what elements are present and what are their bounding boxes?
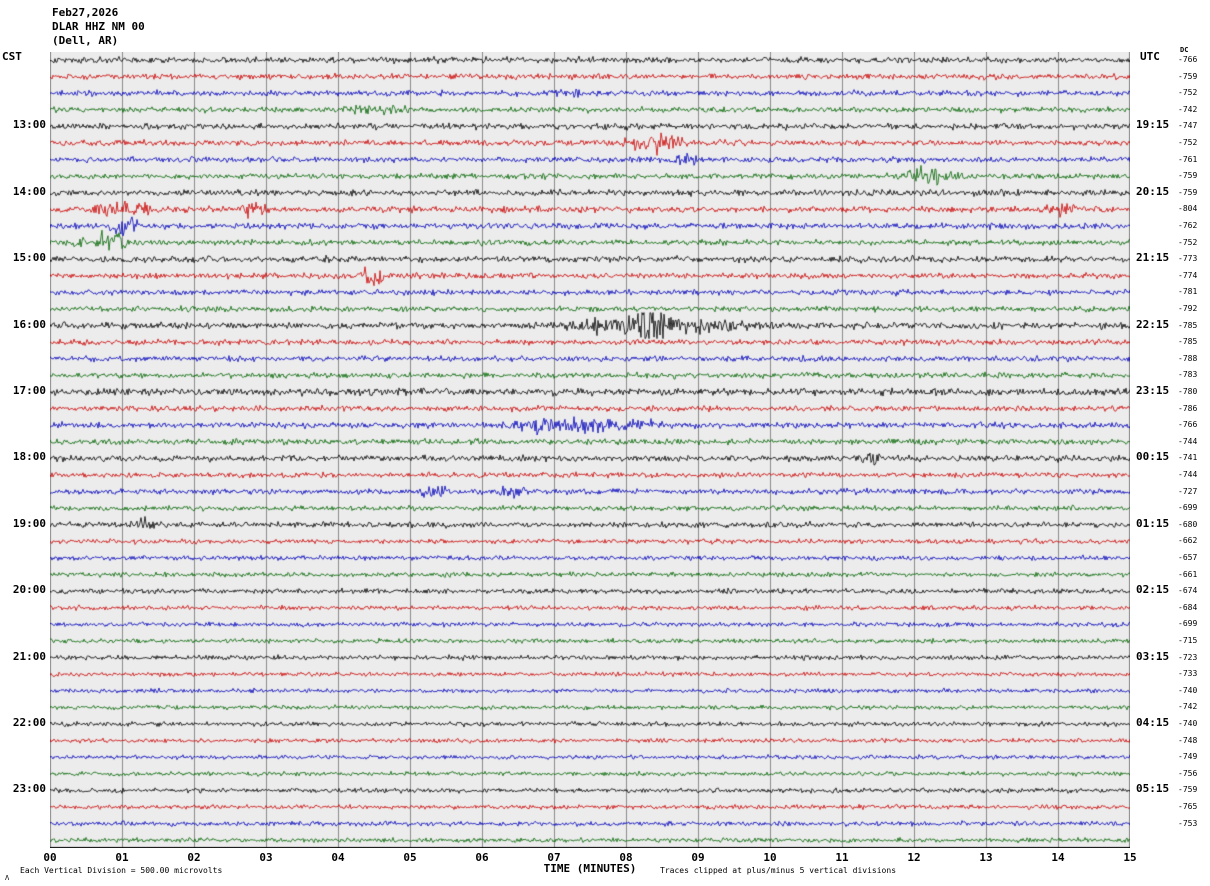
cst-hour-label: 15:00 <box>12 251 46 265</box>
utc-hour-label: 05:15 <box>1136 782 1170 796</box>
x-tick-label: 05 <box>403 851 417 864</box>
x-tick-label: 09 <box>691 851 705 864</box>
utc-hour-label: 21:15 <box>1136 251 1170 265</box>
corner-mark: Λ <box>5 874 10 882</box>
right-axis-label: UTC <box>1140 50 1160 63</box>
x-tick-label: 13 <box>979 851 993 864</box>
cst-hour-label: 14:00 <box>12 184 46 198</box>
dc-value-label: -766 <box>1178 420 1198 430</box>
cst-hour-label: 17:00 <box>12 384 46 397</box>
cst-hour-label: 23:00 <box>12 782 46 796</box>
dc-value-label: -759 <box>1178 171 1198 181</box>
dc-value-label: -742 <box>1178 104 1198 114</box>
dc-value-label: -761 <box>1178 154 1198 164</box>
dc-value-label: -759 <box>1178 187 1198 197</box>
dc-value-label: -752 <box>1178 237 1198 247</box>
footer-clip-note: Traces clipped at plus/minus 5 vertical … <box>660 866 897 875</box>
dc-value-label: -748 <box>1178 735 1198 745</box>
dc-column-header: DC <box>1180 46 1189 54</box>
utc-hour-label: 00:15 <box>1136 450 1170 464</box>
x-tick-label: 14 <box>1051 851 1065 864</box>
dc-value-label: -680 <box>1178 519 1198 529</box>
x-tick-label: 10 <box>763 851 777 864</box>
x-tick-label: 00 <box>43 851 57 864</box>
dc-value-label: -762 <box>1178 221 1198 230</box>
dc-value-label: -727 <box>1178 486 1198 496</box>
dc-value-label: -661 <box>1178 569 1198 579</box>
dc-value-label: -752 <box>1178 138 1198 147</box>
utc-hour-label: 03:15 <box>1136 649 1170 663</box>
dc-value-label: -740 <box>1178 719 1198 728</box>
dc-value-label: -788 <box>1178 353 1198 363</box>
dc-value-label: -744 <box>1178 470 1198 479</box>
dc-value-label: -781 <box>1178 287 1198 297</box>
dc-value-label: -733 <box>1178 669 1198 679</box>
x-tick-label: 07 <box>547 851 561 864</box>
helicorder-plot-canvas <box>50 52 1130 848</box>
dc-value-label: -766 <box>1178 55 1198 64</box>
dc-value-label: -715 <box>1178 636 1198 645</box>
cst-hour-label: 18:00 <box>12 450 46 464</box>
dc-value-label: -699 <box>1178 503 1198 513</box>
x-tick-label: 02 <box>187 851 201 864</box>
utc-hour-label: 20:15 <box>1136 184 1170 198</box>
header-location: (Dell, AR) <box>52 34 119 47</box>
cst-hour-label: 22:00 <box>12 716 46 729</box>
x-tick-label: 06 <box>475 851 489 864</box>
dc-value-label: -773 <box>1178 254 1198 264</box>
x-tick-label: 08 <box>619 851 633 864</box>
dc-value-label: -749 <box>1178 752 1198 762</box>
x-tick-label: 04 <box>331 851 345 864</box>
dc-value-label: -786 <box>1178 403 1198 413</box>
dc-value-label: -756 <box>1178 768 1198 778</box>
utc-hour-label: 22:15 <box>1136 317 1170 331</box>
dc-value-label: -792 <box>1178 304 1198 313</box>
dc-value-label: -785 <box>1178 320 1198 330</box>
footer-scale-note: Each Vertical Division = 500.00 microvol… <box>20 866 223 875</box>
utc-hour-label: 19:15 <box>1136 118 1170 132</box>
x-axis-title: TIME (MINUTES) <box>543 862 637 875</box>
dc-value-label: -785 <box>1178 337 1198 347</box>
x-tick-label: 11 <box>835 851 849 864</box>
dc-value-label: -753 <box>1178 818 1198 828</box>
cst-hour-label: 21:00 <box>12 649 46 663</box>
x-tick-label: 03 <box>259 851 273 864</box>
dc-value-label: -740 <box>1178 685 1198 695</box>
dc-value-label: -780 <box>1178 387 1198 396</box>
dc-value-label: -674 <box>1178 586 1198 596</box>
utc-hour-label: 23:15 <box>1136 384 1170 397</box>
utc-hour-label: 02:15 <box>1136 583 1170 597</box>
cst-hour-label: 13:00 <box>12 118 46 132</box>
dc-value-label: -657 <box>1178 553 1198 562</box>
dc-value-label: -744 <box>1178 436 1198 446</box>
dc-value-label: -783 <box>1178 370 1198 380</box>
cst-hour-label: 19:00 <box>12 516 46 530</box>
dc-value-label: -747 <box>1178 121 1198 131</box>
utc-hour-label: 01:15 <box>1136 516 1170 530</box>
dc-value-label: -742 <box>1178 702 1198 712</box>
dc-value-label: -804 <box>1178 204 1198 214</box>
dc-value-label: -752 <box>1178 88 1198 98</box>
left-axis-label: CST <box>2 50 22 63</box>
x-tick-label: 15 <box>1123 851 1137 864</box>
dc-value-label: -759 <box>1178 71 1198 81</box>
cst-hour-label: 20:00 <box>12 583 46 597</box>
utc-hour-label: 04:15 <box>1136 716 1170 729</box>
dc-value-label: -684 <box>1178 602 1198 612</box>
dc-value-label: -765 <box>1178 802 1198 811</box>
dc-value-label: -662 <box>1178 536 1198 546</box>
cst-hour-label: 16:00 <box>12 317 46 331</box>
dc-value-label: -774 <box>1178 270 1198 280</box>
x-tick-label: 01 <box>115 851 129 864</box>
x-tick-label: 12 <box>907 851 921 864</box>
dc-value-label: -723 <box>1178 652 1198 662</box>
dc-value-label: -759 <box>1178 785 1198 795</box>
header-date: Feb27,2026 <box>52 6 119 19</box>
header-station: DLAR HHZ NM 00 <box>52 20 145 33</box>
dc-value-label: -699 <box>1178 619 1198 629</box>
dc-value-label: -741 <box>1178 453 1198 463</box>
